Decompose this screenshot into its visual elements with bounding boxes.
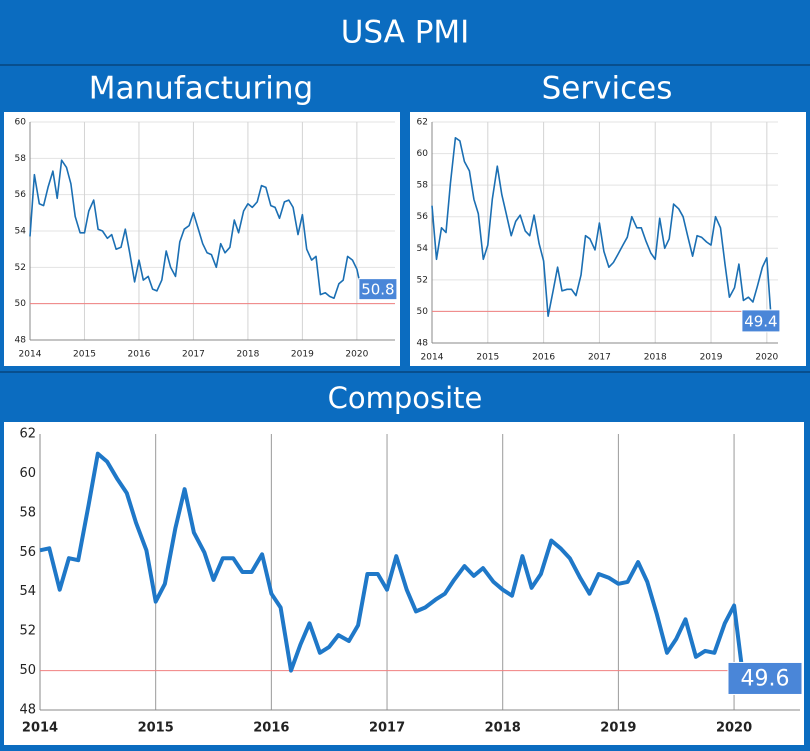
chart-title: Manufacturing: [89, 71, 313, 107]
chart-title: Services: [542, 71, 673, 107]
x-tick-label: 2018: [236, 350, 259, 360]
x-tick-label: 2020: [755, 353, 778, 363]
y-tick-label: 48: [417, 339, 429, 349]
value-label: 49.6: [741, 666, 790, 691]
x-tick-label: 2014: [19, 350, 42, 360]
y-tick-label: 50: [417, 307, 429, 317]
y-tick-label: 50: [15, 299, 27, 309]
y-tick-label: 54: [417, 244, 429, 254]
x-tick-label: 2015: [476, 353, 499, 363]
y-tick-label: 56: [417, 212, 429, 222]
pmi-line: [29, 159, 362, 299]
chart-title: Composite: [328, 381, 483, 415]
y-tick-label: 54: [19, 584, 36, 599]
pmi-line: [39, 451, 746, 679]
y-tick-label: 56: [19, 545, 36, 560]
x-tick-label: 2019: [291, 350, 314, 360]
x-tick-label: 2016: [253, 721, 289, 736]
y-tick-label: 52: [19, 624, 36, 639]
y-tick-label: 48: [19, 703, 36, 718]
page-title: USA PMI: [341, 15, 470, 51]
x-tick-label: 2020: [345, 350, 368, 360]
x-tick-label: 2016: [128, 350, 151, 360]
x-tick-label: 2017: [588, 353, 611, 363]
y-tick-label: 60: [417, 149, 429, 159]
value-label: 50.8: [361, 281, 394, 299]
y-tick-label: 62: [19, 427, 36, 442]
y-tick-label: 52: [15, 263, 26, 273]
x-tick-label: 2017: [182, 350, 205, 360]
value-label-box: [741, 309, 781, 333]
x-tick-label: 2014: [22, 721, 58, 736]
x-tick-label: 2018: [644, 353, 667, 363]
x-tick-label: 2018: [485, 721, 521, 736]
y-tick-label: 58: [15, 154, 27, 164]
y-tick-label: 48: [15, 336, 27, 346]
x-tick-label: 2015: [138, 721, 174, 736]
pmi-line: [431, 137, 773, 321]
y-tick-label: 52: [417, 275, 428, 285]
x-tick-label: 2016: [532, 353, 555, 363]
y-tick-label: 50: [19, 663, 36, 678]
x-tick-label: 2017: [369, 721, 405, 736]
x-tick-label: 2014: [421, 353, 444, 363]
value-label-box: [358, 278, 398, 301]
y-tick-label: 58: [19, 505, 36, 520]
y-tick-label: 60: [15, 118, 27, 128]
x-tick-label: 2015: [73, 350, 96, 360]
y-tick-label: 54: [15, 227, 27, 237]
x-tick-label: 2019: [600, 721, 636, 736]
y-tick-label: 62: [417, 118, 428, 128]
x-tick-label: 2019: [700, 353, 723, 363]
y-tick-label: 56: [15, 190, 27, 200]
y-tick-label: 58: [417, 181, 429, 191]
chart-panel: [410, 112, 806, 366]
x-tick-label: 2020: [716, 721, 752, 736]
value-label: 49.4: [744, 312, 777, 330]
y-tick-label: 60: [19, 466, 36, 481]
value-label-box: [727, 661, 803, 695]
